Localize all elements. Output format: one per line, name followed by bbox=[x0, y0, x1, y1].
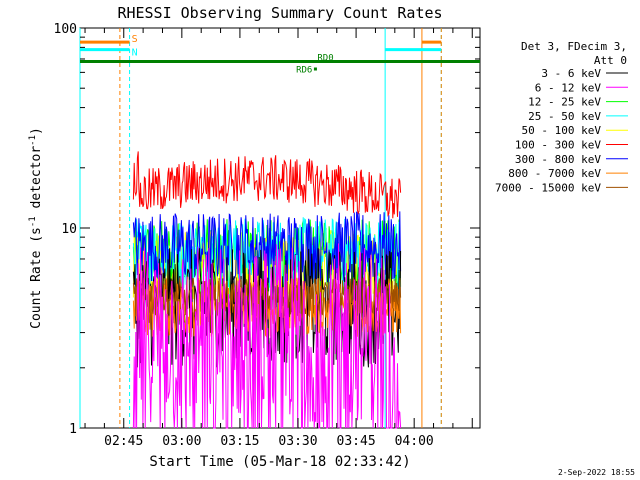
y-axis-label: Count Rate (s-1 detector-1) bbox=[28, 127, 44, 329]
legend-label: 12 - 25 keV bbox=[528, 96, 601, 109]
x-tick-label: 03:30 bbox=[278, 434, 317, 449]
legend-label: 7000 - 15000 keV bbox=[495, 181, 601, 194]
y-tick-label: 1 bbox=[69, 422, 77, 437]
flag-label: N bbox=[132, 48, 138, 59]
timestamp: 2-Sep-2022 18:55 bbox=[558, 468, 635, 477]
y-axis-label-main: Count Rate (s bbox=[29, 227, 44, 329]
legend-label: 6 - 12 keV bbox=[535, 81, 602, 94]
series-line-5 bbox=[132, 151, 402, 219]
y-axis-label-tail: detector bbox=[29, 146, 44, 217]
y-axis-label-tail-sup: -1 bbox=[28, 135, 38, 146]
legend-label: 50 - 100 keV bbox=[522, 124, 602, 137]
y-axis-label-close: ) bbox=[29, 127, 44, 135]
chart-title: RHESSI Observing Summary Count Rates bbox=[117, 4, 442, 22]
series-line-1 bbox=[132, 243, 402, 429]
y-axis-label-sup: -1 bbox=[28, 216, 38, 227]
saa-dot bbox=[313, 67, 317, 71]
y-tick-label: 10 bbox=[61, 222, 77, 237]
legend-label: 300 - 800 keV bbox=[515, 153, 601, 166]
y-axis-ticks: 1 10 100 bbox=[54, 22, 480, 437]
legend-label: 100 - 300 keV bbox=[515, 139, 601, 152]
saa-label-b: RD6 bbox=[296, 65, 312, 75]
flag-bars: SN RD0 RD6 bbox=[80, 34, 480, 75]
x-axis-ticks: 02:45 03:00 03:15 03:30 03:45 04:00 bbox=[84, 28, 473, 449]
legend-header-line1: Det 3, FDecim 3, bbox=[521, 40, 627, 53]
x-tick-label: 02:45 bbox=[104, 434, 143, 449]
x-tick-label: 03:00 bbox=[162, 434, 201, 449]
legend-header-line2: Att 0 bbox=[594, 54, 627, 67]
series-layer bbox=[132, 151, 402, 429]
saa-label-a: RD0 bbox=[317, 53, 333, 63]
legend-label: 800 - 7000 keV bbox=[508, 167, 601, 180]
legend-label: 25 - 50 keV bbox=[528, 110, 601, 123]
x-axis-label: Start Time (05-Mar-18 02:33:42) bbox=[149, 454, 410, 470]
x-tick-label: 04:00 bbox=[395, 434, 434, 449]
y-tick-label: 100 bbox=[54, 22, 77, 37]
x-tick-label: 03:45 bbox=[337, 434, 376, 449]
legend-label: 3 - 6 keV bbox=[541, 67, 601, 80]
x-tick-label: 03:15 bbox=[220, 434, 259, 449]
flag-label: S bbox=[132, 34, 138, 45]
